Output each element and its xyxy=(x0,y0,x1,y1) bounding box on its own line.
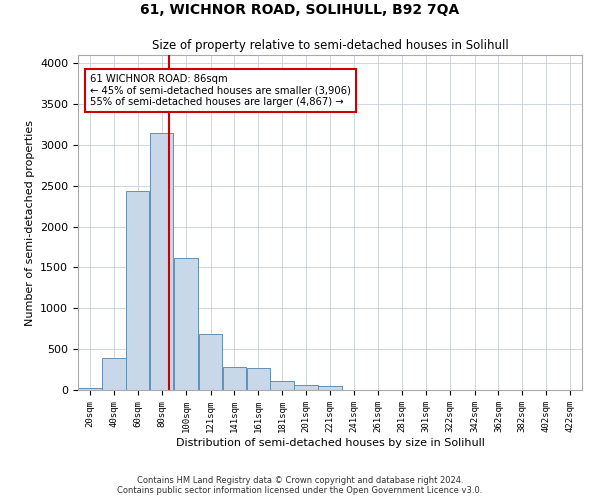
Text: 61 WICHNOR ROAD: 86sqm
← 45% of semi-detached houses are smaller (3,906)
55% of : 61 WICHNOR ROAD: 86sqm ← 45% of semi-det… xyxy=(90,74,351,107)
Text: Contains HM Land Registry data © Crown copyright and database right 2024.
Contai: Contains HM Land Registry data © Crown c… xyxy=(118,476,482,495)
Bar xyxy=(174,258,199,390)
Y-axis label: Number of semi-detached properties: Number of semi-detached properties xyxy=(25,120,35,326)
X-axis label: Distribution of semi-detached houses by size in Solihull: Distribution of semi-detached houses by … xyxy=(176,438,484,448)
Bar xyxy=(295,384,318,390)
Bar xyxy=(318,386,342,390)
Bar xyxy=(126,192,149,390)
Bar xyxy=(223,367,246,390)
Title: Size of property relative to semi-detached houses in Solihull: Size of property relative to semi-detach… xyxy=(152,40,508,52)
Bar xyxy=(78,388,102,390)
Text: 61, WICHNOR ROAD, SOLIHULL, B92 7QA: 61, WICHNOR ROAD, SOLIHULL, B92 7QA xyxy=(140,2,460,16)
Bar xyxy=(271,381,294,390)
Bar xyxy=(247,368,270,390)
Bar xyxy=(199,334,223,390)
Bar xyxy=(150,132,173,390)
Bar xyxy=(102,358,125,390)
